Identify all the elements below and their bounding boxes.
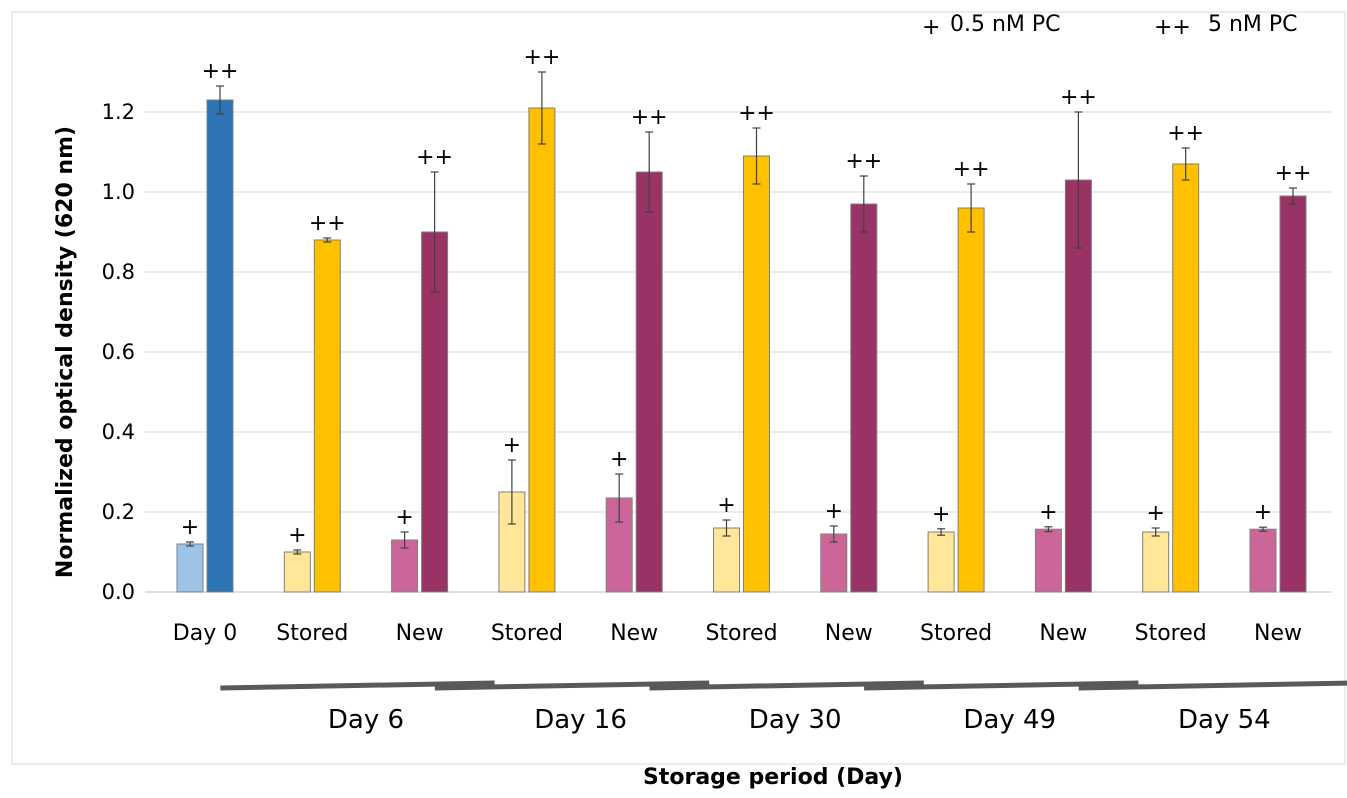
significance-marker: ++ xyxy=(1060,85,1097,110)
significance-marker: + xyxy=(610,447,628,472)
significance-marker: + xyxy=(825,499,843,524)
bar xyxy=(1064,179,1092,593)
legend-label-2: 5 nM PC xyxy=(1208,12,1298,37)
significance-marker: + xyxy=(932,502,950,527)
group-bracket xyxy=(649,680,924,691)
significance-marker: ++ xyxy=(309,211,346,236)
bar xyxy=(391,539,419,593)
significance-marker: ++ xyxy=(416,145,453,170)
x-category-label: Stored xyxy=(276,621,348,646)
y-tick-label: 0.6 xyxy=(102,340,135,364)
significance-marker: + xyxy=(1146,501,1164,526)
bar xyxy=(635,171,663,593)
bar xyxy=(1279,195,1307,593)
significance-marker: ++ xyxy=(953,157,990,182)
bar xyxy=(176,543,204,593)
y-axis-title: Normalized optical density (620 nm) xyxy=(53,126,78,578)
bar xyxy=(528,107,556,593)
x-axis-title: Storage period (Day) xyxy=(643,765,903,790)
group-label: Day 6 xyxy=(328,705,404,735)
x-axis-categories: Day 0 Stored New Stored New Stored New Stored Ne… xyxy=(173,621,1302,646)
significance-marker: ++ xyxy=(631,105,668,130)
legend-symbol-1: + xyxy=(922,15,940,40)
significance-marker: + xyxy=(288,523,306,548)
x-category-label: Stored xyxy=(920,621,992,646)
x-category-label: Day 0 xyxy=(173,621,237,646)
bar xyxy=(927,531,955,593)
y-tick-label: 0.8 xyxy=(102,260,135,284)
group-label: Day 16 xyxy=(534,705,627,735)
x-category-label: Stored xyxy=(705,621,777,646)
legend: + 0.5 nM PC ++ 5 nM PC xyxy=(922,12,1298,40)
significance-marker: ++ xyxy=(1275,161,1312,186)
x-category-label: New xyxy=(825,621,873,646)
bar xyxy=(713,527,740,593)
y-tick-label: 0.4 xyxy=(102,420,135,444)
x-category-label: New xyxy=(610,621,658,646)
bar xyxy=(1249,528,1277,593)
significance-marker: ++ xyxy=(523,45,560,70)
bar xyxy=(957,207,985,593)
bar xyxy=(313,239,341,593)
significance-marker: ++ xyxy=(202,59,239,84)
significance-marker: ++ xyxy=(738,101,775,126)
y-tick-label: 0.0 xyxy=(102,580,135,604)
bar xyxy=(850,203,878,593)
bar xyxy=(1034,528,1062,593)
legend-label-1: 0.5 nM PC xyxy=(950,12,1061,37)
bars: +++++++++++++++++++++++++++++++++ xyxy=(176,45,1312,593)
legend-symbol-2: ++ xyxy=(1154,15,1191,40)
chart-frame xyxy=(11,11,1346,765)
significance-marker: ++ xyxy=(845,149,882,174)
significance-marker: + xyxy=(717,493,735,518)
group-bracket xyxy=(434,680,710,691)
y-tick-label: 0.2 xyxy=(102,500,135,524)
x-category-label: New xyxy=(396,621,444,646)
group-bracket xyxy=(864,680,1139,691)
group-label: Day 30 xyxy=(749,705,842,735)
x-category-label: Stored xyxy=(1135,621,1207,646)
group-label: Day 49 xyxy=(963,705,1056,735)
significance-marker: + xyxy=(181,515,199,540)
x-category-label: New xyxy=(1039,621,1087,646)
bar xyxy=(820,533,848,593)
significance-marker: + xyxy=(1039,500,1057,525)
bar xyxy=(1172,163,1200,593)
group-label: Day 54 xyxy=(1178,705,1271,735)
x-category-label: Stored xyxy=(491,621,563,646)
significance-marker: + xyxy=(395,505,413,530)
y-tick-label: 1.0 xyxy=(102,180,135,204)
x-axis-groups: Day 6 Day 16 Day 30 Day 49 Day 54 xyxy=(220,680,1347,735)
significance-marker: + xyxy=(1254,500,1272,525)
group-bracket xyxy=(1078,680,1347,691)
bar xyxy=(743,155,770,593)
y-tick-label: 1.2 xyxy=(102,100,135,124)
y-axis-ticks: 0.0 0.2 0.4 0.6 0.8 1.0 1.2 xyxy=(102,100,135,604)
bar xyxy=(1142,531,1170,593)
group-bracket xyxy=(220,680,495,691)
bar xyxy=(206,99,234,593)
significance-marker: ++ xyxy=(1167,121,1204,146)
significance-marker: + xyxy=(503,433,521,458)
bar xyxy=(283,551,311,593)
x-category-label: New xyxy=(1254,621,1302,646)
